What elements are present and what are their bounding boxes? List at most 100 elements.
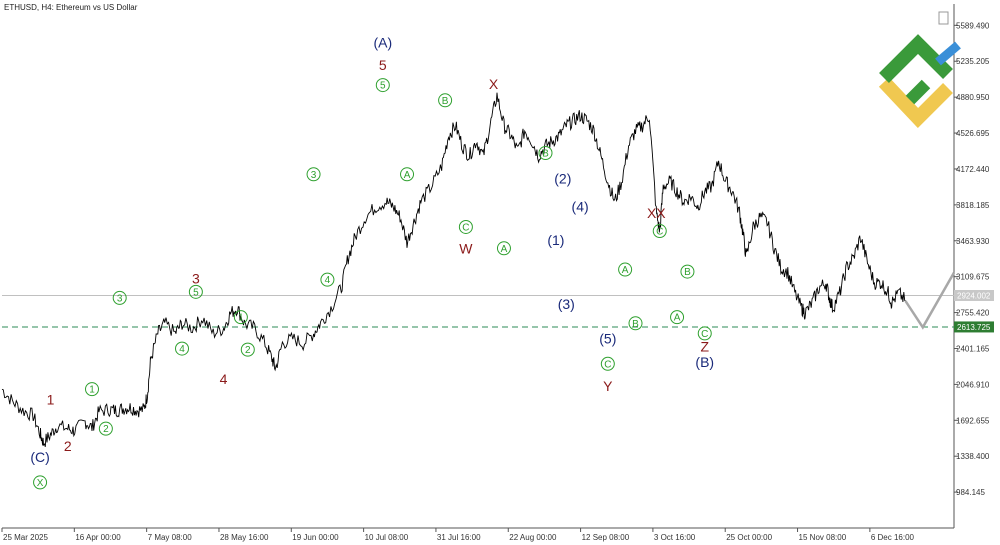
wave-label: 3 bbox=[192, 271, 200, 287]
wave-label-circle bbox=[33, 475, 48, 490]
wave-label: C bbox=[604, 359, 611, 370]
wave-label: Y bbox=[603, 378, 613, 394]
wave-label: (5) bbox=[599, 330, 616, 346]
y-tick-label: 5589.490 bbox=[956, 21, 990, 30]
x-tick-label: 6 Dec 16:00 bbox=[871, 533, 915, 542]
wave-label-circle bbox=[618, 262, 633, 277]
wave-label: 5 bbox=[380, 81, 386, 92]
y-tick-label: 3818.185 bbox=[956, 201, 990, 210]
y-tick-label: 4526.695 bbox=[956, 129, 990, 138]
wave-label-circle bbox=[375, 78, 390, 93]
wave-label: 2 bbox=[245, 345, 251, 356]
wave-label: A bbox=[501, 244, 508, 255]
wave-label: 1 bbox=[47, 391, 55, 407]
x-tick-label: 25 Oct 00:00 bbox=[726, 533, 772, 542]
wave-label-circle bbox=[538, 145, 553, 160]
x-tick-label: 16 Apr 00:00 bbox=[75, 533, 121, 542]
wave-label-circle bbox=[680, 264, 695, 279]
x-tick-label: 15 Nov 08:00 bbox=[799, 533, 847, 542]
x-tick-label: 10 Jul 08:00 bbox=[365, 533, 409, 542]
symbol-title: ETHUSD, H4: Ethereum vs US Dollar bbox=[4, 3, 138, 12]
wave-label: 4 bbox=[179, 344, 185, 355]
wave-label-circle bbox=[233, 310, 248, 325]
wave-label: 2 bbox=[103, 424, 109, 435]
projection-line bbox=[904, 271, 956, 330]
y-tick-label: 2755.420 bbox=[956, 309, 990, 318]
wave-label: (A) bbox=[373, 35, 392, 51]
wave-label-circle bbox=[652, 224, 667, 239]
x-tick-label: 19 Jun 00:00 bbox=[292, 533, 339, 542]
wave-label: (3) bbox=[558, 296, 575, 312]
wave-label: C bbox=[656, 227, 663, 238]
wave-label: A bbox=[622, 265, 629, 276]
current-price-label: 2924.002 bbox=[957, 291, 991, 300]
wave-label: XX bbox=[647, 205, 666, 221]
wave-label: 1 bbox=[238, 313, 244, 324]
wave-label: 5 bbox=[193, 287, 199, 298]
x-tick-label: 7 May 08:00 bbox=[148, 533, 193, 542]
wave-label: 2 bbox=[64, 438, 72, 454]
wave-label-circle bbox=[306, 167, 321, 182]
y-tick-label: 1338.400 bbox=[956, 452, 990, 461]
wave-label-circle bbox=[98, 421, 113, 436]
current-price-tag bbox=[954, 289, 994, 301]
wave-label: Z bbox=[700, 339, 709, 355]
x-tick-label: 3 Oct 16:00 bbox=[654, 533, 696, 542]
wave-label-circle bbox=[175, 341, 190, 356]
wave-label-circle bbox=[438, 93, 453, 108]
wave-label: (B) bbox=[695, 354, 714, 370]
x-tick-label: 31 Jul 16:00 bbox=[437, 533, 481, 542]
wave-label-circle bbox=[320, 272, 335, 287]
wave-label-circle bbox=[112, 290, 127, 305]
wave-label: (1) bbox=[547, 232, 564, 248]
wave-label: B bbox=[442, 96, 449, 107]
wave-label: 5 bbox=[379, 57, 387, 73]
wave-label: C bbox=[462, 222, 469, 233]
wave-label-circle bbox=[600, 356, 615, 371]
y-tick-label: 2046.910 bbox=[956, 380, 990, 389]
wave-label-circle bbox=[85, 382, 100, 397]
wave-label-circle bbox=[188, 284, 203, 299]
wave-label: 4 bbox=[220, 371, 228, 387]
y-tick-label: 4880.950 bbox=[956, 93, 990, 102]
wave-label-circle bbox=[400, 167, 415, 182]
wave-label-circle bbox=[240, 342, 255, 357]
chart-corner-button[interactable] bbox=[938, 11, 949, 25]
wave-label: 3 bbox=[311, 170, 317, 181]
wave-label: (4) bbox=[572, 199, 589, 215]
wave-label: (2) bbox=[554, 170, 571, 186]
y-tick-label: 3463.930 bbox=[956, 237, 990, 246]
wave-label: A bbox=[404, 170, 411, 181]
wave-label: A bbox=[674, 313, 681, 324]
plot-area: 5589.490 5235.205 4880.950 4526.695 4172.440… bbox=[1, 4, 994, 542]
wave-label: B bbox=[684, 267, 691, 278]
wave-label: B bbox=[632, 319, 639, 330]
wave-label: B bbox=[542, 148, 549, 159]
y-tick-label: 4172.440 bbox=[956, 165, 990, 174]
y-tick-label: 5235.205 bbox=[956, 57, 990, 66]
wave-label: X bbox=[37, 478, 44, 489]
wave-label-circle bbox=[458, 219, 473, 234]
support-price-tag bbox=[954, 321, 994, 333]
wave-label: X bbox=[489, 76, 499, 92]
wave-label: 4 bbox=[325, 275, 331, 286]
wave-label: 1 bbox=[89, 385, 95, 396]
wave-label-circle bbox=[496, 241, 511, 256]
x-tick-label: 12 Sep 08:00 bbox=[582, 533, 630, 542]
y-tick-label: 1692.655 bbox=[956, 416, 990, 425]
y-tick-label: 2401.165 bbox=[956, 344, 990, 353]
brand-logo bbox=[878, 34, 961, 129]
wave-label: W bbox=[459, 240, 473, 256]
price-line bbox=[1, 92, 906, 447]
support-price-label: 2613.725 bbox=[957, 323, 991, 332]
x-tick-label: 25 Mar 2025 bbox=[3, 533, 48, 542]
x-tick-label: 22 Aug 00:00 bbox=[509, 533, 557, 542]
wave-label: (C) bbox=[30, 449, 49, 465]
y-tick-label: 984.145 bbox=[956, 488, 985, 497]
wave-label-circle bbox=[697, 326, 712, 341]
wave-label-circle bbox=[670, 310, 685, 325]
wave-label-circle bbox=[628, 316, 643, 331]
x-tick-label: 28 May 16:00 bbox=[220, 533, 269, 542]
